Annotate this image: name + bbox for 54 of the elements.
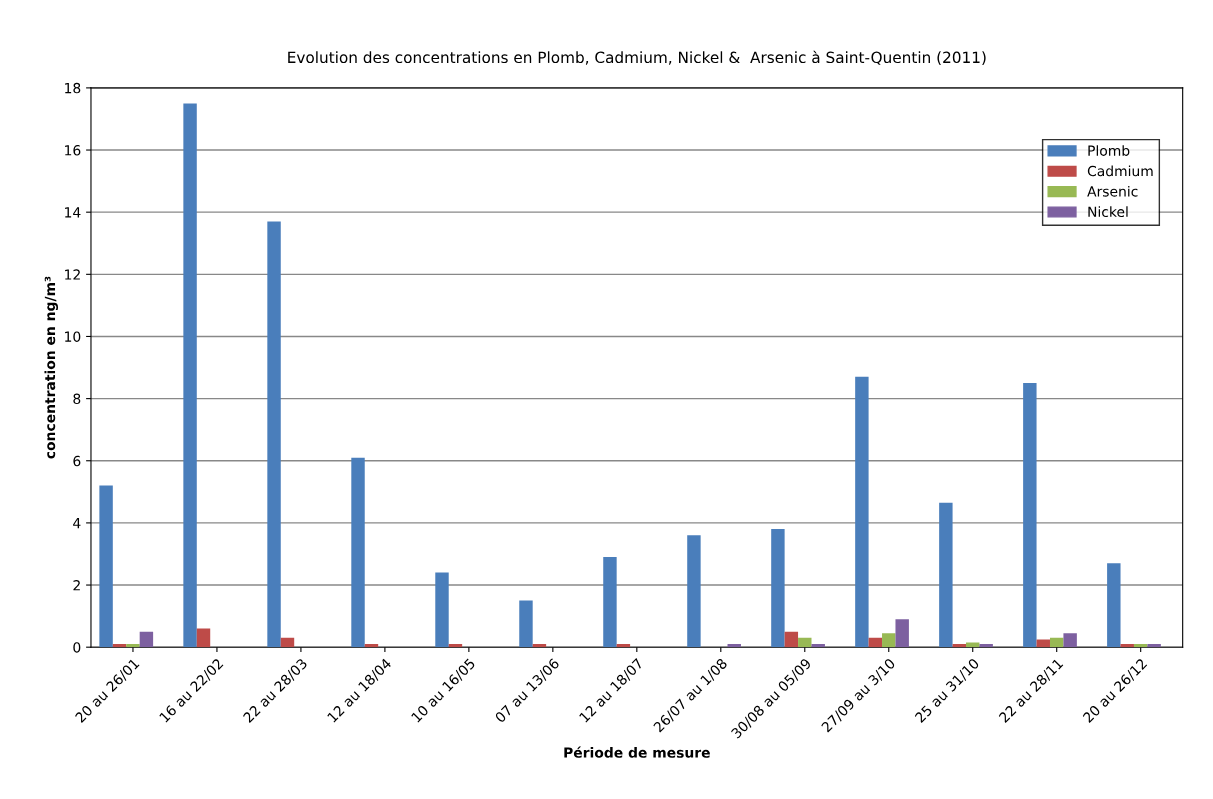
y-tick-label: 12: [65, 269, 80, 280]
bar: [267, 221, 281, 648]
legend-label: Arsenic: [1087, 185, 1138, 197]
legend-label: Nickel: [1088, 206, 1128, 218]
bar: [952, 644, 967, 648]
y-tick-label: 0: [73, 642, 81, 653]
y-tick-label: 6: [73, 455, 81, 467]
bar: [351, 457, 365, 648]
bar: [979, 644, 993, 648]
y-tick-label: 18: [65, 82, 81, 94]
bar: [364, 644, 379, 648]
bar: [1147, 644, 1161, 648]
bar: [687, 535, 701, 648]
bar: [603, 557, 617, 648]
y-tick-label: 16: [65, 145, 81, 156]
x-axis-title: Période de mesure: [564, 746, 710, 758]
bar: [1036, 639, 1050, 648]
bar: [727, 644, 741, 648]
bar: [798, 637, 812, 648]
legend-label: Plomb: [1088, 145, 1130, 156]
bar: [139, 631, 154, 648]
y-tick-label: 10: [65, 331, 81, 342]
bar: [1063, 633, 1077, 648]
bar: [99, 485, 113, 648]
bar: [868, 637, 883, 648]
legend-label: Cadmium: [1087, 165, 1153, 177]
y-axis-title: concentration en ng/m³: [44, 276, 59, 459]
bar: [183, 103, 197, 648]
bar: [196, 628, 211, 648]
bar: [784, 631, 799, 648]
bar: [811, 644, 825, 648]
y-tick-label: 4: [73, 518, 81, 529]
chart-title: Evolution des concentrations en Plomb, Cadmium, Nickel & Arsenic à Saint-Quentin (2011): [288, 50, 986, 65]
bar: [771, 529, 785, 648]
y-tick-label: 2: [73, 580, 80, 591]
bar: [1120, 644, 1134, 648]
bar: [855, 376, 869, 648]
bar: [112, 644, 127, 648]
bar: [1133, 644, 1148, 648]
bar: [448, 644, 463, 648]
bar: [1049, 637, 1064, 648]
bar: [126, 644, 140, 648]
bar: [532, 644, 547, 648]
y-tick-label: 8: [73, 393, 81, 405]
bar: [1107, 563, 1121, 648]
bar: [616, 644, 631, 648]
bar: [519, 600, 533, 648]
bar: [435, 572, 449, 648]
bar: [1023, 383, 1037, 648]
y-tick-label: 14: [65, 207, 81, 218]
bar: [939, 502, 953, 648]
bar: [280, 637, 295, 648]
bar: [882, 633, 896, 648]
bar: [895, 619, 909, 648]
